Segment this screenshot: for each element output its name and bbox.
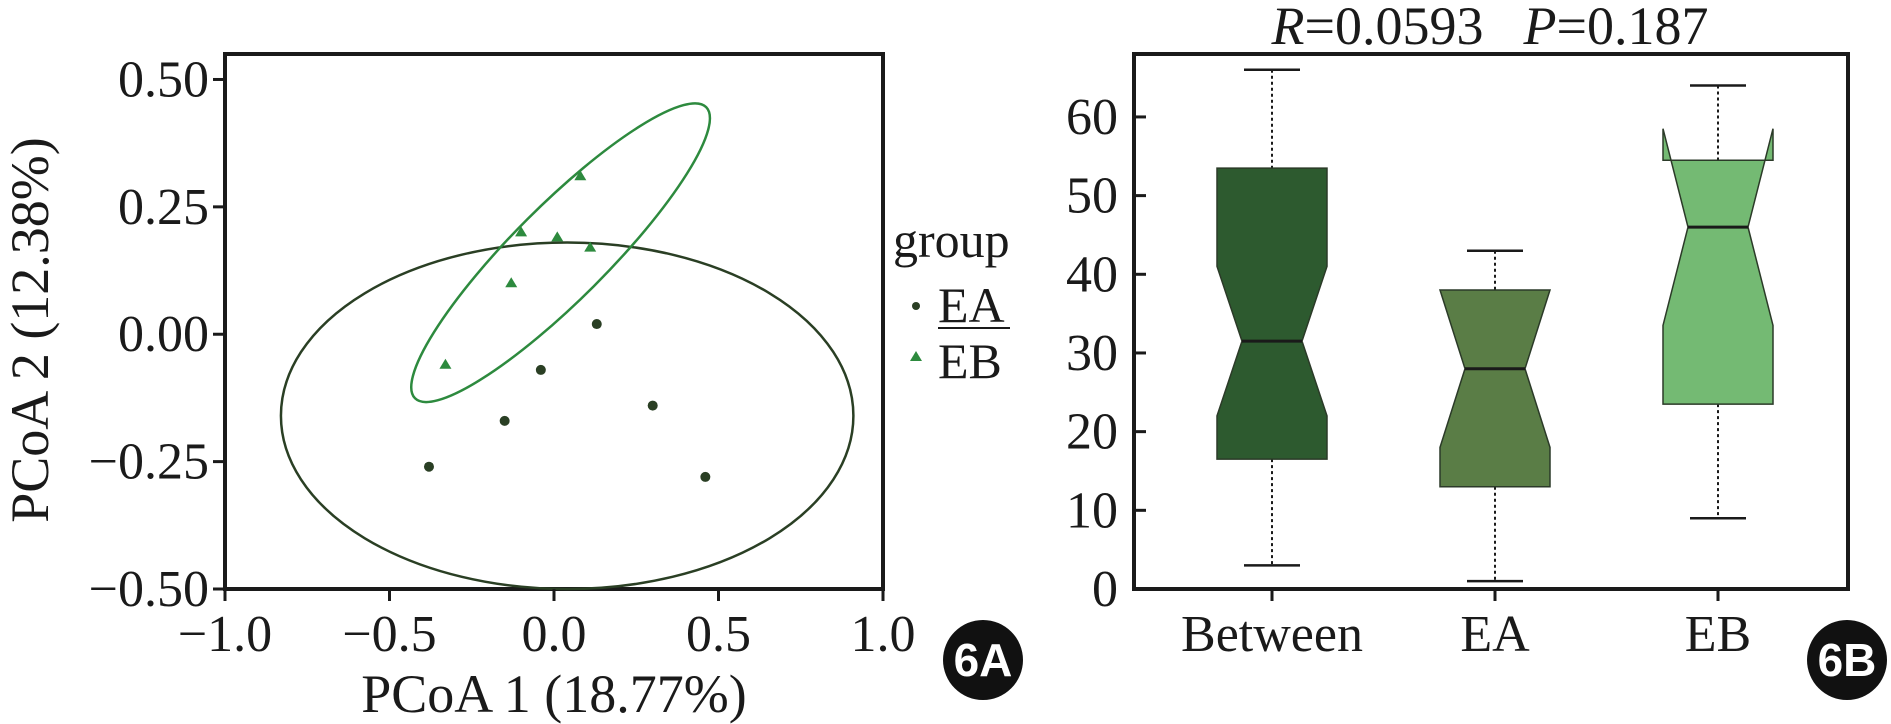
boxplot-y-tick-label: 50 bbox=[1066, 168, 1118, 225]
legend-eb-marker bbox=[910, 351, 922, 361]
pcoa-panel: −1.0 −0.5 0.0 0.5 1.0 −0.50 −0.25 0.00 0.25 0.50… bbox=[0, 51, 1023, 724]
box-between bbox=[1216, 68, 1328, 567]
pcoa-y-ticks: −0.50 −0.25 0.00 0.25 0.50 bbox=[89, 51, 225, 618]
box-ea bbox=[1438, 249, 1552, 583]
stat-r-value: =0.0593 bbox=[1305, 0, 1484, 56]
pcoa-ellipses bbox=[279, 102, 855, 591]
point-eb bbox=[515, 226, 528, 237]
pcoa-y-tick-label: −0.50 bbox=[89, 561, 209, 618]
boxplot-boxes bbox=[1216, 68, 1774, 583]
pcoa-y-tick-label: 0.00 bbox=[118, 306, 209, 363]
boxplot-x-label: Between bbox=[1181, 606, 1363, 663]
point-eb bbox=[584, 241, 597, 252]
boxplot-y-tick-label: 0 bbox=[1092, 561, 1118, 618]
legend-ea-marker bbox=[912, 302, 920, 310]
pcoa-points bbox=[423, 170, 711, 482]
pcoa-x-tick-label: 0.5 bbox=[686, 606, 751, 663]
box-eb bbox=[1662, 84, 1774, 520]
pcoa-x-tick-label: −1.0 bbox=[178, 606, 272, 663]
pcoa-plot-frame bbox=[223, 52, 885, 591]
pcoa-y-tick-label: 0.25 bbox=[118, 179, 209, 236]
box-body bbox=[1438, 289, 1552, 488]
boxplot-y-tick-label: 10 bbox=[1066, 482, 1118, 539]
point-eb bbox=[505, 277, 518, 288]
point-ea bbox=[647, 400, 658, 411]
legend-title: group bbox=[893, 212, 1010, 268]
point-ea bbox=[423, 461, 434, 472]
pcoa-x-ticks: −1.0 −0.5 0.0 0.5 1.0 bbox=[178, 589, 916, 663]
legend-ea-label: EA bbox=[938, 277, 1005, 333]
point-eb bbox=[439, 358, 452, 369]
point-ea bbox=[535, 364, 546, 375]
point-eb bbox=[574, 170, 587, 181]
pcoa-y-axis-label: PCoA 2 (12.38%) bbox=[0, 137, 60, 523]
pcoa-x-tick-label: 1.0 bbox=[851, 606, 916, 663]
panel-badge-6b: 6B bbox=[1807, 620, 1887, 700]
boxplot-x-labels: Between EA EB bbox=[1181, 589, 1751, 663]
boxplot-y-tick-label: 60 bbox=[1066, 89, 1118, 146]
badge-6b-label: 6B bbox=[1818, 634, 1877, 686]
point-ea bbox=[499, 415, 510, 426]
pcoa-legend: group EA EB bbox=[893, 212, 1010, 389]
boxplot-panel: 0 10 20 30 40 50 60 Between EA EB R=0.0593 P=0.18… bbox=[1066, 0, 1887, 700]
boxplot-x-label: EA bbox=[1460, 606, 1530, 663]
stat-p-value: =0.187 bbox=[1557, 0, 1709, 56]
stat-header: R=0.0593 P=0.187 bbox=[1271, 0, 1709, 56]
box-body bbox=[1662, 128, 1774, 405]
pcoa-x-tick-label: 0.0 bbox=[522, 606, 587, 663]
boxplot-y-ticks: 0 10 20 30 40 50 60 bbox=[1066, 89, 1146, 618]
boxplot-x-label: EB bbox=[1685, 606, 1751, 663]
panel-badge-6a: 6A bbox=[943, 620, 1023, 700]
boxplot-y-tick-label: 20 bbox=[1066, 404, 1118, 461]
badge-6a-label: 6A bbox=[954, 634, 1013, 686]
stat-p-label: P bbox=[1523, 0, 1557, 56]
point-ea bbox=[700, 471, 711, 482]
pcoa-y-tick-label: −0.25 bbox=[89, 434, 209, 491]
stat-r-label: R bbox=[1271, 0, 1305, 56]
point-eb bbox=[551, 231, 564, 242]
boxplot-y-tick-label: 30 bbox=[1066, 325, 1118, 382]
ellipse-eb bbox=[409, 102, 712, 404]
ellipse-ea bbox=[279, 241, 855, 591]
legend-eb-label: EB bbox=[938, 333, 1002, 389]
point-ea bbox=[591, 319, 602, 330]
pcoa-x-tick-label: −0.5 bbox=[342, 606, 436, 663]
boxplot-frame bbox=[1132, 52, 1850, 591]
pcoa-x-axis-label: PCoA 1 (18.77%) bbox=[361, 664, 747, 724]
boxplot-y-tick-label: 40 bbox=[1066, 246, 1118, 303]
pcoa-y-tick-label: 0.50 bbox=[118, 51, 209, 108]
box-body bbox=[1216, 167, 1328, 460]
